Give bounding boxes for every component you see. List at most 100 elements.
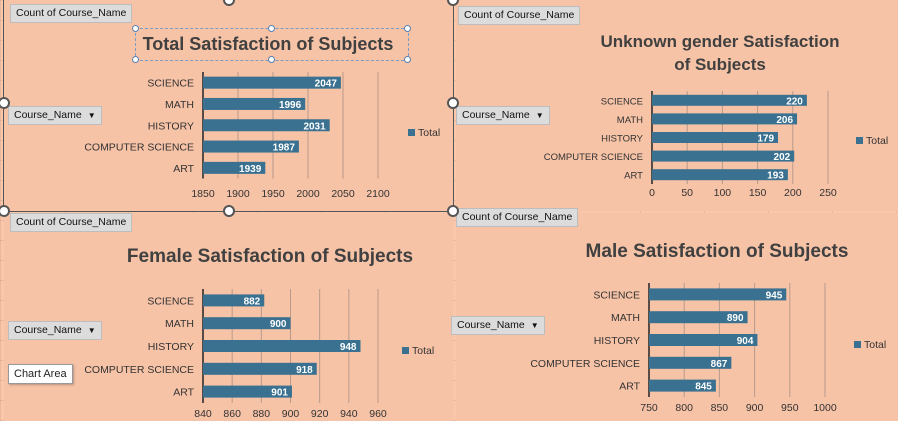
data-label: 867: [711, 359, 728, 370]
bar[interactable]: [203, 294, 265, 307]
bar[interactable]: [203, 76, 341, 89]
category-label: HISTORY: [601, 134, 644, 145]
bar[interactable]: [203, 385, 292, 398]
chart-unknown-gender[interactable]: Unknown gender Satisfaction of Subjects 0 5…: [456, 0, 898, 211]
data-label: 2031: [303, 121, 326, 132]
resize-handle-top-right[interactable]: [447, 0, 459, 6]
chart-title: Female Satisfaction of Subjects: [127, 246, 413, 267]
category-label: ART: [619, 381, 640, 393]
x-tick-label: 860: [223, 408, 241, 420]
bar[interactable]: [649, 356, 732, 369]
data-label: 890: [727, 313, 744, 324]
data-label: 1987: [273, 143, 296, 154]
x-tick-label: 200: [784, 187, 802, 199]
chart-title: Unknown gender Satisfaction: [601, 32, 840, 51]
chart-title: of Subjects: [674, 55, 766, 74]
bar[interactable]: [203, 340, 361, 352]
title-handle[interactable]: [132, 25, 139, 32]
data-label: 904: [737, 336, 754, 347]
legend-label: Total: [866, 135, 888, 147]
bar[interactable]: [203, 317, 291, 330]
chart-total-count-button[interactable]: Count of Course_Name: [10, 4, 133, 23]
bar[interactable]: [649, 311, 748, 324]
bar[interactable]: [652, 113, 798, 125]
data-label: 948: [340, 342, 357, 353]
chart-area-tooltip: Chart Area: [8, 364, 73, 384]
bar[interactable]: [652, 132, 779, 143]
title-handle[interactable]: [268, 56, 275, 63]
chart-male-field-button[interactable]: Course_Name ▼: [451, 316, 545, 335]
chart-female-count-button[interactable]: Count of Course_Name: [10, 213, 133, 232]
x-tick-label: 50: [681, 187, 693, 199]
field-button-label: Course_Name: [14, 324, 82, 336]
category-label: COMPUTER SCIENCE: [544, 152, 643, 163]
category-label: HISTORY: [148, 341, 194, 353]
resize-handle-left[interactable]: [0, 97, 10, 109]
bar[interactable]: [203, 140, 299, 153]
x-tick-label: 950: [781, 402, 799, 414]
legend-label: Total: [412, 345, 434, 357]
category-label: ART: [173, 387, 194, 399]
title-handle[interactable]: [404, 25, 411, 32]
resize-handle-bottom-right[interactable]: [447, 205, 459, 217]
x-tick-label: 1850: [191, 188, 215, 200]
x-tick-label: 960: [369, 408, 387, 420]
resize-handle-top[interactable]: [223, 0, 235, 6]
title-handle[interactable]: [404, 56, 411, 63]
bar[interactable]: [649, 379, 716, 392]
bar[interactable]: [652, 150, 795, 162]
x-tick-label: 900: [282, 408, 300, 420]
category-label: SCIENCE: [601, 96, 643, 107]
chart-male-count-button[interactable]: Count of Course_Name: [456, 208, 579, 227]
data-label: 1939: [239, 164, 262, 175]
bar[interactable]: [203, 119, 330, 132]
chart-female-field-button[interactable]: Course_Name ▼: [8, 321, 102, 340]
x-tick-label: 850: [711, 402, 729, 414]
data-label: 845: [695, 382, 712, 393]
field-button-label: Course_Name: [14, 109, 82, 121]
data-label: 882: [244, 296, 261, 307]
chart-unknown-field-button[interactable]: Course_Name ▼: [456, 106, 550, 125]
bar[interactable]: [203, 97, 306, 110]
data-label: 2047: [315, 79, 338, 90]
data-label: 900: [270, 319, 287, 330]
x-tick-label: 100: [714, 187, 732, 199]
chevron-down-icon: ▼: [535, 111, 544, 120]
legend-swatch: [402, 347, 409, 354]
x-tick-label: 1900: [226, 188, 250, 200]
bar[interactable]: [203, 161, 266, 174]
bar[interactable]: [652, 94, 807, 106]
chart-female[interactable]: Female Satisfaction of Subjects 840 860 880…: [4, 213, 453, 421]
title-handle[interactable]: [268, 25, 275, 32]
category-label: MATH: [611, 312, 640, 324]
chart-total-svg: Total Satisfaction of Subjects 1850 1900 19…: [84, 34, 440, 200]
data-label: 202: [774, 152, 791, 163]
chevron-down-icon: ▼: [87, 326, 96, 335]
resize-handle-bottom-left[interactable]: [0, 205, 10, 217]
x-tick-label: 840: [194, 408, 212, 420]
chart-total[interactable]: Total Satisfaction of Subjects 1850 1900 19…: [3, 0, 454, 212]
bar[interactable]: [652, 169, 788, 181]
chart-total-field-button[interactable]: Course_Name ▼: [8, 106, 102, 125]
title-handle[interactable]: [132, 56, 139, 63]
category-label: HISTORY: [148, 120, 194, 132]
data-label: 206: [776, 115, 793, 126]
legend-label: Total: [418, 127, 440, 139]
resize-handle-bottom[interactable]: [223, 205, 235, 217]
category-label: MATH: [617, 115, 643, 126]
x-tick-label: 880: [253, 408, 271, 420]
bar[interactable]: [203, 362, 317, 375]
category-label: SCIENCE: [147, 78, 194, 90]
x-tick-label: 1950: [261, 188, 285, 200]
x-tick-label: 900: [746, 402, 764, 414]
bar[interactable]: [649, 334, 758, 346]
x-tick-label: 250: [819, 187, 837, 199]
x-tick-label: 2050: [331, 188, 355, 200]
resize-handle-right[interactable]: [447, 97, 459, 109]
chart-unknown-count-button[interactable]: Count of Course_Name: [458, 6, 581, 25]
legend-swatch: [408, 129, 415, 136]
chart-title: Total Satisfaction of Subjects: [143, 34, 394, 54]
legend-label: Total: [864, 339, 886, 351]
chevron-down-icon: ▼: [530, 321, 539, 330]
bar[interactable]: [649, 288, 787, 301]
